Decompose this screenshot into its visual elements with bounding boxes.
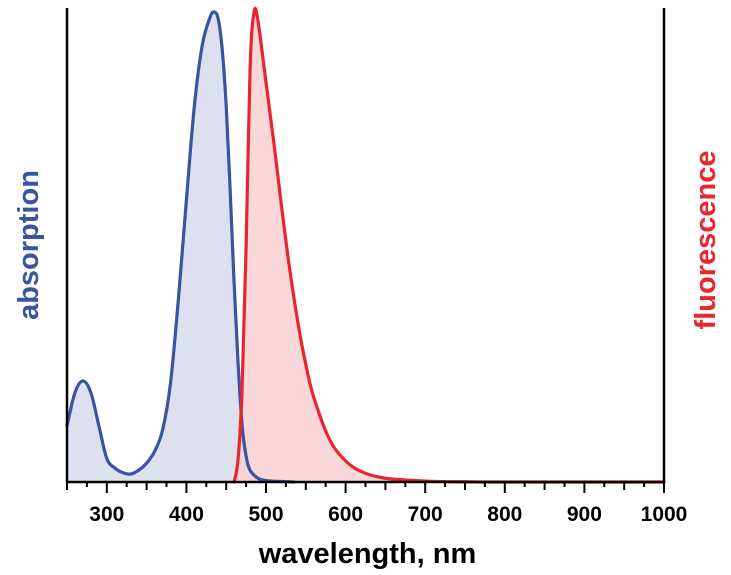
axes: 300 400 500 600 700 800 900 1000: [65, 8, 687, 526]
x-axis-tick-labels: 300 400 500 600 700 800 900 1000: [89, 503, 687, 526]
series-fills: [67, 8, 664, 482]
x-tick-label: 900: [567, 503, 602, 526]
x-tick-label: 1000: [641, 503, 688, 526]
x-tick-label: 300: [89, 503, 124, 526]
x-tick-label: 800: [487, 503, 522, 526]
left-y-axis-title: absorption: [13, 170, 45, 320]
fluorescence-area: [234, 8, 664, 482]
x-tick-label: 600: [328, 503, 363, 526]
x-tick-label: 400: [169, 503, 204, 526]
x-tick-label: 500: [248, 503, 283, 526]
plot-area: [65, 6, 666, 484]
right-y-axis-title: fluorescence: [690, 151, 722, 330]
absorption-line: [65, 10, 296, 484]
series-lines: [65, 6, 666, 484]
fluorescence-line: [232, 6, 666, 484]
x-axis-ticks: [66, 482, 665, 493]
x-axis-title: wavelength, nm: [258, 538, 477, 570]
x-tick-label: 700: [408, 503, 443, 526]
